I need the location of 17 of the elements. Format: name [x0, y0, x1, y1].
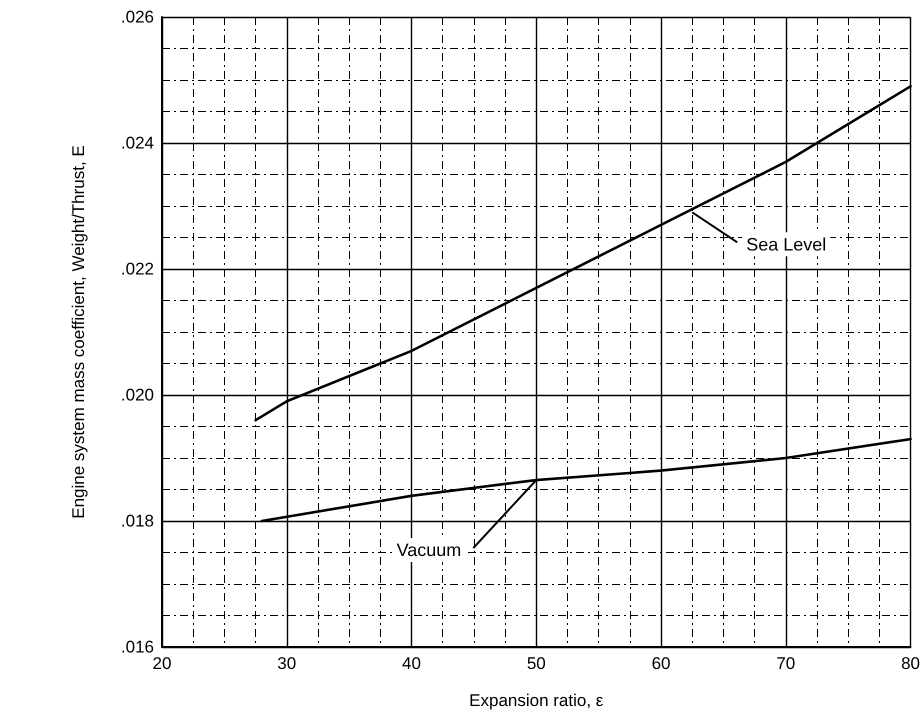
y-tick-label: .016: [120, 638, 154, 656]
y-tick-label: .024: [120, 134, 154, 152]
x-tick-label: 80: [901, 654, 920, 673]
y-tick-label: .026: [120, 8, 154, 26]
x-tick-label: 40: [402, 654, 421, 673]
y-tick-label: .018: [120, 512, 154, 530]
y-axis-title: Engine system mass coefficient, Weight/Thrust, E: [69, 145, 88, 519]
x-tick-label: 50: [526, 654, 546, 673]
x-tick-label: 30: [277, 654, 296, 673]
x-tick-label: 20: [152, 654, 172, 673]
x-tick-label: 60: [652, 654, 670, 673]
x-axis-title: Expansion ratio, ε: [469, 691, 604, 710]
x-tick-label: 70: [776, 654, 796, 673]
y-tick-label: .020: [120, 386, 154, 404]
y-tick-label: .022: [120, 260, 154, 278]
annotation: Vacuum: [396, 540, 462, 560]
annotation: Sea Level: [746, 234, 826, 254]
